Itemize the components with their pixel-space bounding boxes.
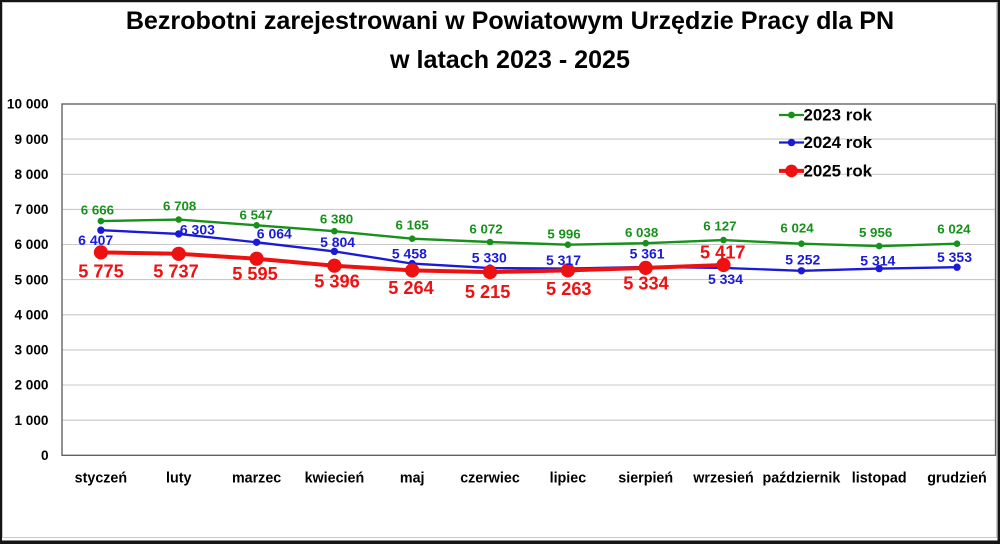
svg-text:kwiecień: kwiecień (305, 471, 365, 487)
svg-text:Bezrobotni zarejestrowani w Po: Bezrobotni zarejestrowani w Powiatowym U… (126, 7, 894, 35)
svg-text:6 708: 6 708 (163, 199, 196, 214)
svg-text:5 314: 5 314 (860, 252, 895, 268)
svg-text:6 380: 6 380 (320, 212, 353, 227)
svg-text:5 000: 5 000 (14, 272, 48, 287)
svg-text:październik: październik (762, 471, 840, 487)
svg-text:maj: maj (400, 471, 425, 487)
svg-text:5 996: 5 996 (547, 226, 580, 241)
svg-text:5 334: 5 334 (708, 271, 743, 287)
svg-text:5 417: 5 417 (700, 242, 746, 262)
svg-text:5 361: 5 361 (630, 246, 665, 262)
svg-text:5 956: 5 956 (859, 225, 892, 240)
svg-text:2 000: 2 000 (14, 378, 48, 393)
svg-text:w latach 2023 - 2025: w latach 2023 - 2025 (389, 46, 630, 74)
svg-text:1 000: 1 000 (14, 413, 48, 428)
svg-text:8 000: 8 000 (14, 167, 48, 182)
svg-text:5 215: 5 215 (465, 282, 511, 302)
svg-text:luty: luty (166, 471, 191, 487)
svg-text:5 804: 5 804 (320, 234, 355, 250)
svg-text:2025 rok: 2025 rok (804, 162, 873, 181)
svg-text:7 000: 7 000 (14, 202, 48, 217)
svg-text:5 317: 5 317 (546, 252, 581, 268)
svg-text:10 000: 10 000 (7, 97, 49, 112)
svg-text:5 775: 5 775 (78, 261, 124, 281)
svg-text:6 303: 6 303 (180, 221, 215, 237)
svg-text:czerwiec: czerwiec (460, 471, 520, 487)
svg-text:6 547: 6 547 (240, 207, 273, 222)
svg-text:6 666: 6 666 (81, 203, 114, 218)
svg-text:5 334: 5 334 (623, 274, 669, 294)
svg-text:5 396: 5 396 (314, 271, 360, 291)
svg-text:5 353: 5 353 (937, 249, 972, 265)
svg-text:grudzień: grudzień (927, 471, 987, 487)
svg-text:4 000: 4 000 (14, 308, 48, 323)
svg-text:5 263: 5 263 (546, 279, 592, 299)
svg-text:6 072: 6 072 (469, 221, 502, 236)
svg-text:0: 0 (41, 448, 49, 463)
svg-text:6 064: 6 064 (257, 225, 292, 241)
svg-text:6 024: 6 024 (937, 221, 971, 236)
svg-text:5 595: 5 595 (232, 264, 278, 284)
svg-text:6 024: 6 024 (780, 221, 814, 236)
svg-text:9 000: 9 000 (14, 132, 48, 147)
svg-text:wrzesień: wrzesień (692, 471, 753, 487)
svg-text:6 000: 6 000 (14, 237, 48, 252)
svg-text:styczeń: styczeń (75, 471, 127, 487)
svg-text:5 737: 5 737 (153, 261, 199, 281)
svg-text:lipiec: lipiec (550, 471, 587, 487)
svg-text:6 127: 6 127 (703, 219, 736, 234)
svg-text:5 252: 5 252 (785, 251, 820, 267)
svg-text:5 330: 5 330 (472, 250, 507, 266)
svg-text:marzec: marzec (232, 471, 281, 487)
svg-text:5 458: 5 458 (392, 246, 427, 262)
svg-text:5 264: 5 264 (388, 278, 434, 298)
svg-text:2024 rok: 2024 rok (804, 133, 873, 152)
svg-text:2023 rok: 2023 rok (804, 106, 873, 125)
svg-text:3 000: 3 000 (14, 343, 48, 358)
svg-text:listopad: listopad (852, 471, 907, 487)
svg-text:sierpień: sierpień (618, 471, 673, 487)
svg-text:6 038: 6 038 (625, 225, 658, 240)
svg-text:6 407: 6 407 (78, 232, 113, 248)
svg-text:6 165: 6 165 (396, 218, 430, 233)
